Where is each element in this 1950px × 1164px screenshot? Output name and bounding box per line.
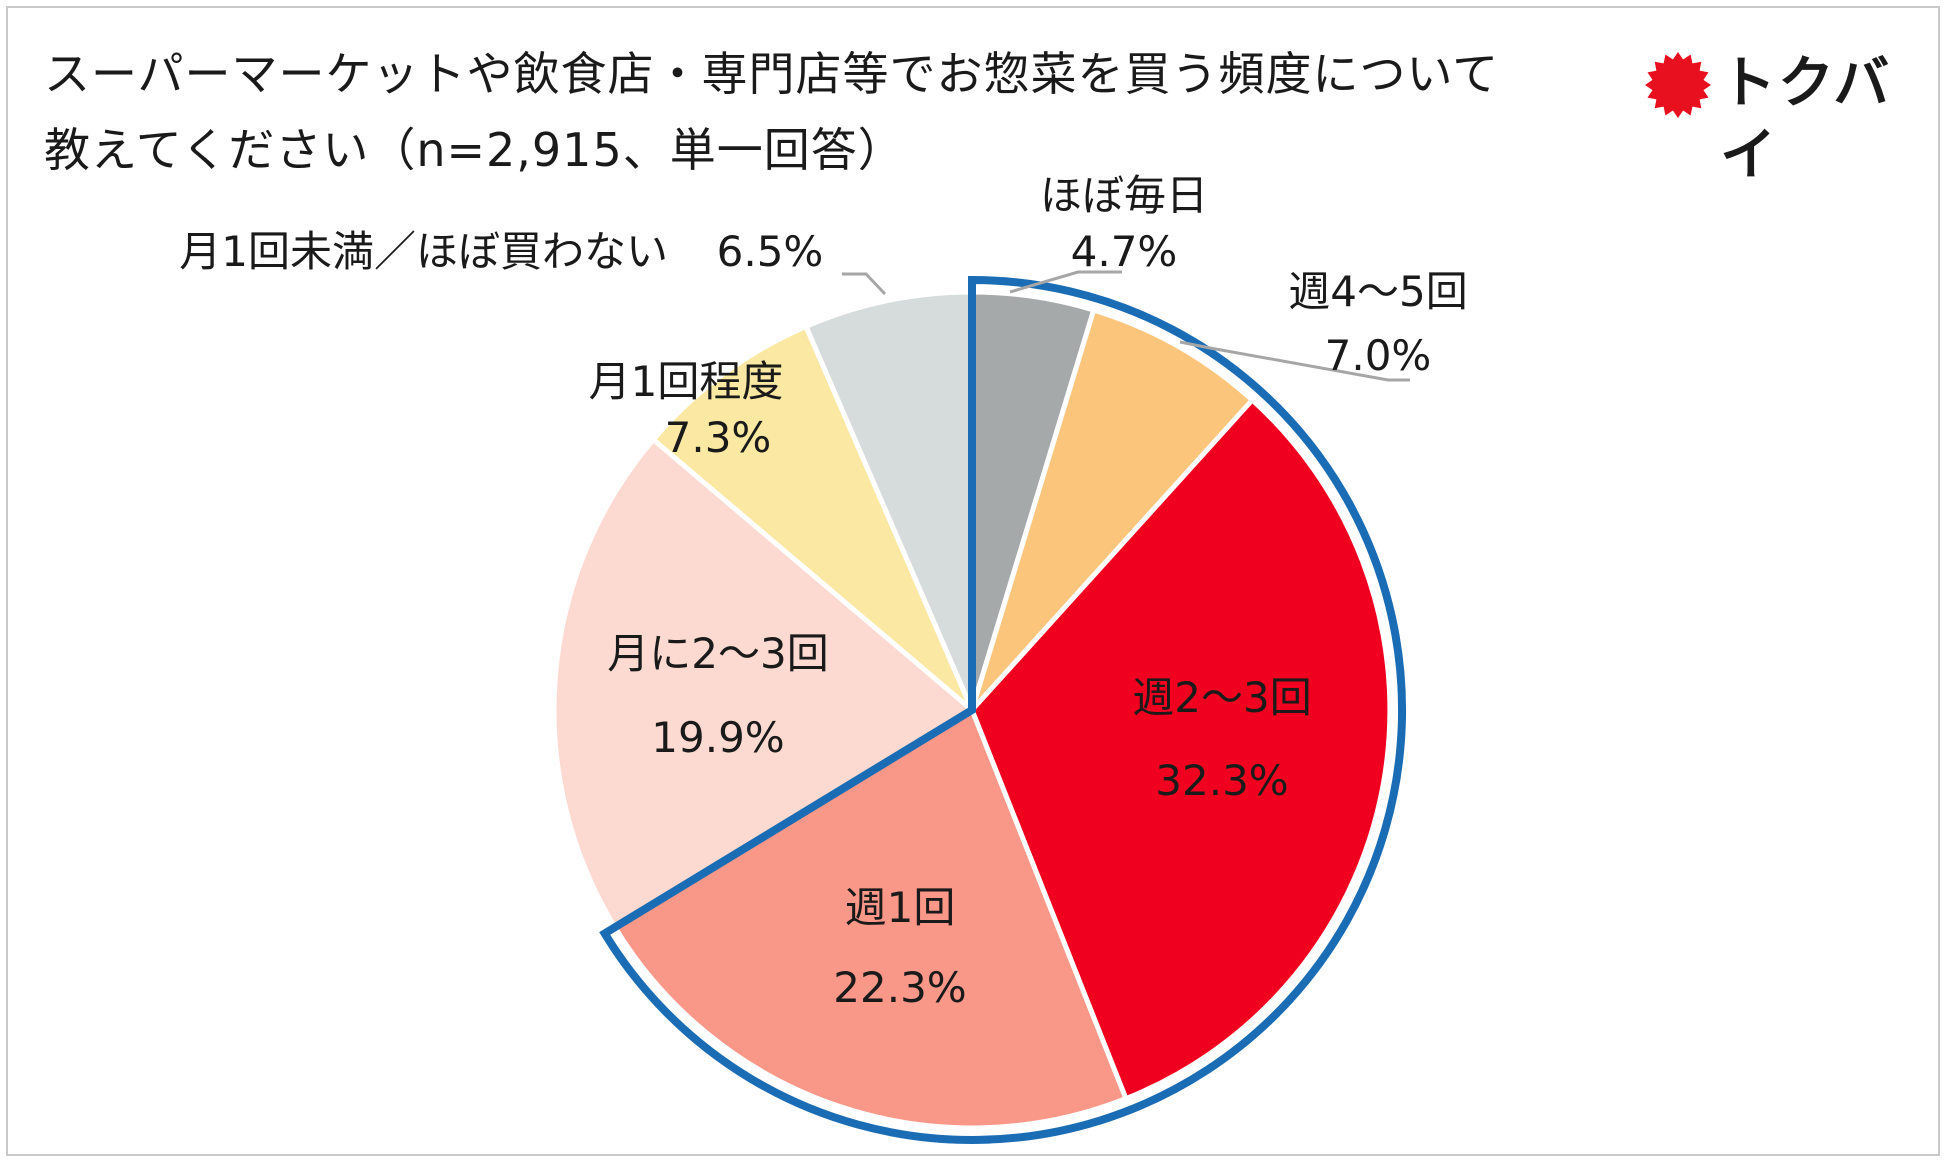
pie-slice-7 (803, 289, 975, 713)
title-line-1: スーパーマーケットや飲食店・専門店等でお惣菜を買う頻度について (44, 47, 1500, 101)
slice-value-5: 19.9% (651, 713, 784, 762)
slice-label-4: 週1回 (845, 883, 956, 932)
highlight-outline (599, 275, 1407, 1144)
pie-slice-4 (612, 707, 1129, 1131)
slice-label-7: 月1回未満／ほぼ買わない (179, 227, 668, 276)
slice-label-6: 月1回程度 (589, 357, 784, 406)
tokubai-logo: トクバイ (1645, 42, 1915, 188)
slice-value-1: 4.7% (1071, 227, 1178, 276)
slice-value-3: 32.3% (1155, 756, 1288, 805)
slice-value-4: 22.3% (833, 963, 966, 1012)
slice-label-2: 週4～5回 (1288, 267, 1467, 316)
slice-value-7: 6.5% (717, 227, 824, 276)
chart-title: スーパーマーケットや飲食店・専門店等でお惣菜を買う頻度について 教えてください（… (44, 36, 1544, 188)
slice-label-5: 月に2～3回 (607, 629, 828, 678)
slice-value-6: 7.3% (665, 413, 772, 462)
slice-label-1: ほぼ毎日 (1040, 171, 1208, 220)
pie-slice-2 (969, 307, 1255, 713)
leader-line-2 (1179, 340, 1410, 382)
chart-frame (6, 6, 1940, 1156)
pie-slice-5 (551, 437, 975, 930)
pie-slice-3 (969, 397, 1393, 1102)
pie-slice-6 (650, 323, 975, 713)
slice-value-2: 7.0% (1325, 331, 1432, 380)
leader-line-1 (1009, 270, 1122, 294)
red-starburst-icon (1645, 52, 1711, 118)
logo-text: トクバイ (1720, 51, 1892, 188)
leader-line-7 (842, 272, 887, 296)
slice-label-3: 週2～3回 (1132, 673, 1311, 722)
title-line-2: 教えてください（n=2,915、単一回答） (44, 123, 905, 177)
